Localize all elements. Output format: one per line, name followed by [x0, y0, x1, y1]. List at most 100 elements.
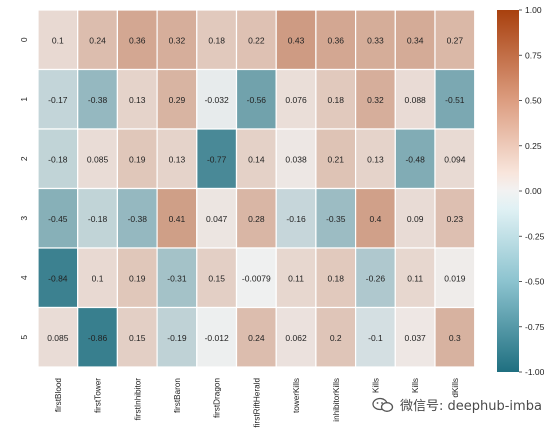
heatmap-cell-label: 0.13 — [367, 154, 384, 164]
heatmap-cell-label: 0.29 — [169, 95, 186, 105]
heatmap-cell-label: 0.15 — [129, 333, 146, 343]
heatmap-cell-label: 0.1 — [52, 35, 64, 45]
heatmap-cell — [434, 128, 476, 190]
column-tick-label: dKills — [451, 378, 460, 398]
heatmap-cell-label: -0.77 — [207, 154, 227, 164]
heatmap-cell-label: -0.84 — [48, 273, 68, 283]
heatmap-cell — [116, 247, 158, 309]
row-tick-label: 0 — [19, 37, 29, 42]
heatmap-cell-label: 0.34 — [407, 35, 424, 45]
heatmap-cell-label: -0.012 — [205, 333, 229, 343]
heatmap-cell-label: 0.28 — [248, 214, 265, 224]
heatmap-cell-label: 0.2 — [330, 333, 342, 343]
heatmap-cell-label: 0.076 — [285, 95, 307, 105]
colorbar-tick-label: 0.75 — [525, 50, 542, 60]
heatmap-cell — [434, 9, 476, 71]
heatmap-cell — [355, 306, 396, 368]
heatmap-cell — [196, 306, 238, 368]
heatmap-cell-label: -0.26 — [366, 273, 386, 283]
column-tick-label: inhibitorKills — [332, 378, 341, 422]
heatmap-cell-label: 0.23 — [447, 214, 464, 224]
heatmap-cell — [77, 306, 118, 368]
heatmap-cell-label: 0.36 — [129, 35, 146, 45]
colorbar-tick-label: 1.00 — [525, 5, 542, 15]
heatmap-cell — [37, 9, 79, 71]
heatmap-cell — [196, 68, 238, 130]
heatmap-cell-label: 0.22 — [248, 35, 265, 45]
heatmap-cell-label: -0.45 — [48, 214, 68, 224]
colorbar — [497, 10, 519, 372]
colorbar-tick-label: 0.50 — [525, 96, 542, 106]
row-tick-label: 3 — [19, 216, 29, 221]
heatmap-cell — [235, 128, 277, 190]
heatmap-cell — [315, 9, 357, 71]
heatmap-cell-label: -0.18 — [48, 154, 68, 164]
heatmap-cell — [394, 9, 436, 71]
heatmap-cell-label: -0.31 — [167, 273, 187, 283]
heatmap-cell — [394, 247, 436, 309]
heatmap-cell-label: -0.1 — [368, 333, 383, 343]
heatmap-cell — [196, 247, 238, 309]
column-tick-label: firstTower — [94, 378, 103, 413]
heatmap-cell — [355, 247, 396, 309]
column-tick-label: firstInhibitor — [133, 378, 142, 421]
column-tick-label: Kills — [371, 378, 380, 393]
heatmap-cell-label: 0.13 — [129, 95, 146, 105]
heatmap-cell — [235, 306, 277, 368]
heatmap-cell-label: -0.19 — [167, 333, 187, 343]
heatmap-cell — [434, 68, 476, 130]
colorbar-ticks: 1.00 0.75 0.50 0.25 0.00 -0.25 -0.50 -0.75 -1.00 — [519, 5, 545, 377]
heatmap-cell-label: -0.86 — [88, 333, 108, 343]
row-tick-label: 1 — [19, 97, 29, 102]
heatmap-cell-label: 0.21 — [327, 154, 344, 164]
heatmap-cell — [355, 187, 396, 249]
colorbar-tick-label: -1.00 — [525, 367, 545, 377]
heatmap-cell-label: 0.3 — [449, 333, 461, 343]
heatmap-cell-label: 0.19 — [129, 154, 146, 164]
colorbar-tick-label: 0.00 — [525, 186, 542, 196]
heatmap-cell-label: -0.51 — [445, 95, 465, 105]
heatmap-cell-label: 0.11 — [407, 273, 423, 283]
heatmap-cell-label: -0.032 — [205, 95, 229, 105]
heatmap-cell-labels: 0.1 0.24 0.36 0.32 0.18 0.22 0.43 0.36 0.33 0.34 0… — [47, 35, 466, 343]
heatmap-cell-label: -0.0079 — [242, 273, 271, 283]
heatmap-cell-label: 0.088 — [405, 95, 427, 105]
heatmap-cell — [77, 247, 118, 309]
heatmap-cell-label: 0.4 — [370, 214, 382, 224]
wechat-icon — [372, 397, 394, 413]
column-tick-label: firstDragon — [213, 378, 222, 418]
heatmap-cell-label: -0.38 — [88, 95, 108, 105]
heatmap-cell-label: 0.24 — [89, 35, 106, 45]
heatmap-cell-label: -0.17 — [48, 95, 68, 105]
colorbar-tick-label: -0.75 — [525, 322, 545, 332]
heatmap-cell-label: 0.41 — [169, 214, 186, 224]
heatmap-cell-label: 0.085 — [47, 333, 69, 343]
column-tick-label: towerKills — [292, 378, 301, 413]
heatmap-cell — [156, 247, 198, 309]
heatmap-cells — [37, 9, 476, 368]
heatmap-cell — [235, 9, 277, 71]
heatmap-cell — [37, 306, 79, 368]
heatmap-cell-label: 0.32 — [169, 35, 186, 45]
heatmap-cell — [434, 306, 476, 368]
column-tick-label: firstRiftHerald — [252, 378, 261, 428]
heatmap-cell-label: 0.11 — [288, 273, 304, 283]
heatmap-cell — [235, 247, 277, 309]
heatmap-cell — [434, 247, 476, 309]
heatmap-cell-label: 0.27 — [447, 35, 464, 45]
heatmap-cell — [275, 128, 317, 190]
heatmap-cell — [434, 187, 476, 249]
watermark: 微信号: deephub-imba — [372, 395, 542, 414]
heatmap-cell — [275, 187, 317, 249]
heatmap-cell-label: 0.15 — [208, 273, 225, 283]
column-tick-labels: firstBlood firstTower firstInhibitor firstB… — [54, 378, 460, 428]
heatmap-cell — [355, 68, 396, 130]
heatmap-cell — [235, 68, 277, 130]
heatmap-cell — [355, 128, 396, 190]
heatmap-cell-label: 0.32 — [367, 95, 384, 105]
heatmap-cell-label: -0.18 — [88, 214, 108, 224]
heatmap-cell-label: 0.09 — [407, 214, 424, 224]
heatmap-cell-label: -0.38 — [128, 214, 148, 224]
colorbar-tick-label: -0.25 — [525, 231, 545, 241]
column-tick-label: firstBaron — [173, 378, 182, 413]
